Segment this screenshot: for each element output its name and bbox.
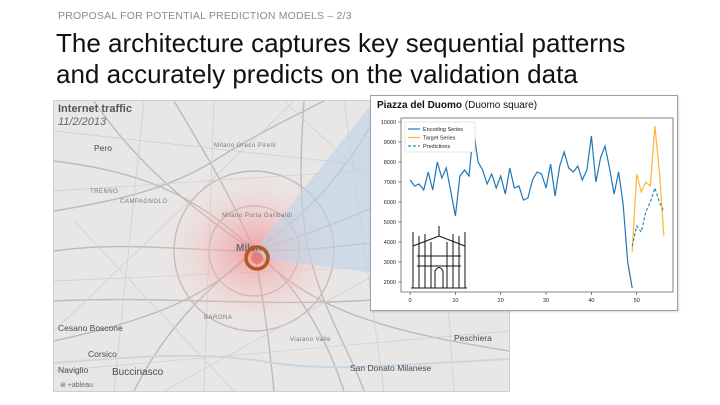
place-label: Milano Porta Garibaldi xyxy=(222,213,293,219)
map-title: Internet traffic xyxy=(58,103,132,115)
traffic-forecast-chart: 2000 3000 4000 5000 6000 7000 8000 9000 10000 0 10… xyxy=(381,117,674,304)
y-tick-label: 8000 xyxy=(384,160,396,166)
x-tick-label: 20 xyxy=(498,298,504,304)
y-tick-label: 4000 xyxy=(384,240,396,246)
slide-kicker: PROPOSAL FOR POTENTIAL PREDICTION MODELS… xyxy=(58,10,352,22)
y-tick-label: 9000 xyxy=(384,140,396,146)
tableau-badge[interactable]: ⊛ +ableau xyxy=(60,382,93,389)
map-date: 11/2/2013 xyxy=(58,116,107,128)
y-tick-label: 6000 xyxy=(384,200,396,206)
y-tick-label: 5000 xyxy=(384,220,396,226)
x-tick-label: 40 xyxy=(588,298,594,304)
place-label: TRENNO xyxy=(90,189,119,195)
series-line xyxy=(409,129,633,289)
place-label: San Donato Milanese xyxy=(350,363,432,373)
place-label: Viaiano Valle xyxy=(290,337,331,343)
place-label: Cesano Boscone xyxy=(58,323,123,333)
headline-line-2: and accurately predicts on the validatio… xyxy=(56,59,578,89)
place-label: Corsico xyxy=(88,349,117,359)
headline-line-1: The architecture captures key sequential… xyxy=(56,28,626,58)
place-label: Peschiera xyxy=(454,333,492,343)
place-label: Pero xyxy=(94,143,112,153)
x-tick-label: 50 xyxy=(634,298,640,304)
place-label: Buccinasco xyxy=(112,367,164,378)
place-label: BARONA xyxy=(204,315,233,321)
location-marker-icon[interactable] xyxy=(242,243,272,273)
plot-frame xyxy=(400,117,674,293)
place-label: CAMPAGNOLO xyxy=(120,199,168,205)
y-tick-label: 3000 xyxy=(384,260,396,266)
legend-label: Encoding Series xyxy=(423,127,463,133)
legend-label: Target Series xyxy=(423,136,456,142)
slide-headline: The architecture captures key sequential… xyxy=(56,28,696,90)
duomo-cathedral-icon xyxy=(411,226,467,289)
y-tick-label: 10000 xyxy=(381,120,396,126)
x-tick-label: 0 xyxy=(409,298,412,304)
series-line xyxy=(631,186,665,247)
series-line xyxy=(631,125,665,253)
place-label: Milano Greco Pirelli xyxy=(214,143,277,149)
x-tick-label: 10 xyxy=(452,298,458,304)
x-tick-label: 30 xyxy=(543,298,549,304)
canal-river xyxy=(54,354,509,369)
place-label: Naviglio xyxy=(58,365,89,375)
panel-title: Piazza del Duomo (Duomo square) xyxy=(377,100,537,111)
panel-title-suffix: (Duomo square) xyxy=(462,100,538,111)
legend-label: Predictions xyxy=(423,144,450,150)
prediction-panel: Piazza del Duomo (Duomo square) 2000 3000… xyxy=(370,95,678,311)
y-tick-label: 2000 xyxy=(384,280,396,286)
panel-title-place: Piazza del Duomo xyxy=(377,100,463,111)
y-tick-label: 7000 xyxy=(384,180,396,186)
